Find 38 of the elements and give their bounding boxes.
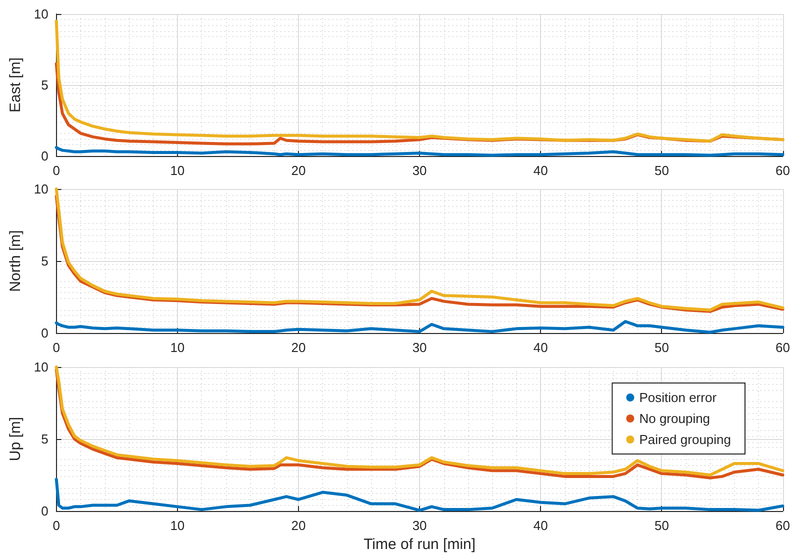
- x-tick-label: 60: [776, 518, 790, 533]
- y-tick-label: 10: [34, 182, 48, 196]
- x-tick-label: 10: [170, 340, 185, 355]
- y-tick-label: 0: [41, 148, 48, 164]
- x-tick-label: 10: [170, 163, 185, 178]
- y-tick-label: 10: [34, 6, 48, 22]
- legend-label: Paired grouping: [639, 432, 732, 447]
- y-axis-title: Up [m]: [7, 416, 24, 462]
- legend-label: Position error: [639, 390, 718, 405]
- x-tick-label: 50: [654, 518, 669, 533]
- x-tick-label: 30: [412, 518, 427, 533]
- y-axis-title: North [m]: [7, 230, 24, 292]
- y-tick-label: 10: [34, 360, 48, 374]
- x-tick-label: 40: [533, 518, 548, 533]
- line-series: [54, 20, 784, 143]
- legend-label: No grouping: [639, 411, 710, 426]
- y-tick-label: 5: [41, 432, 48, 446]
- x-tick-label: 60: [776, 340, 790, 355]
- y-tick-label: 5: [41, 254, 48, 268]
- x-tick-label: 0: [52, 518, 60, 533]
- x-tick-label: 20: [291, 340, 306, 355]
- y-axis-title: East [m]: [7, 57, 24, 113]
- x-axis-title: Time of run [min]: [364, 536, 476, 553]
- x-tick-label: 60: [776, 163, 790, 178]
- x-tick-label: 0: [52, 340, 60, 355]
- x-tick-label: 30: [412, 340, 427, 355]
- x-tick-label: 30: [412, 163, 427, 178]
- x-tick-label: 40: [533, 340, 548, 355]
- x-tick-label: 50: [654, 340, 669, 355]
- x-tick-label: 0: [52, 163, 60, 178]
- y-tick-label: 5: [41, 78, 48, 92]
- y-tick-label: 0: [41, 504, 48, 518]
- x-tick-label: 10: [170, 518, 185, 533]
- x-tick-label: 50: [654, 163, 669, 178]
- x-tick-label: 20: [291, 163, 306, 178]
- y-tick-label: 0: [41, 326, 48, 340]
- x-tick-label: 40: [533, 163, 548, 178]
- x-tick-label: 20: [291, 518, 306, 533]
